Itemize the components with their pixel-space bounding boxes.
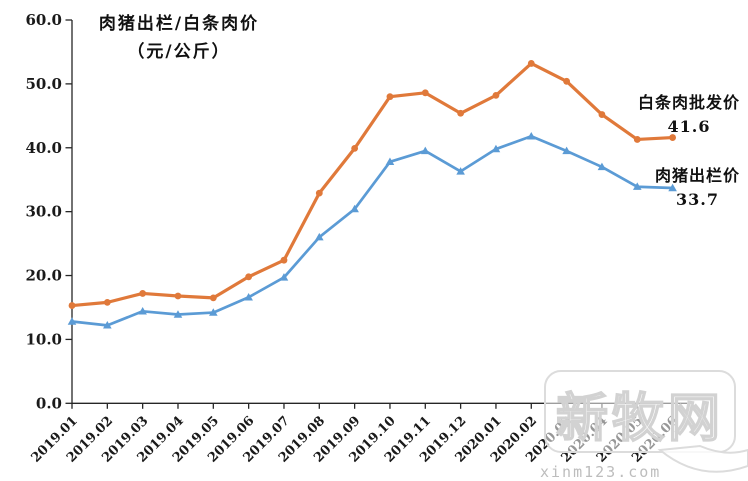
- live-marker: [173, 310, 183, 318]
- live-marker: [668, 183, 677, 192]
- wholesale-marker: [527, 60, 535, 67]
- wholesale-series-label: 白条肉批发价 41.6: [638, 91, 740, 139]
- live-marker: [67, 317, 77, 325]
- watermark-bubble-tail: [657, 444, 748, 473]
- chart-title-line2: （元/公斤）: [127, 42, 231, 62]
- live-marker: [526, 131, 536, 140]
- live-series-label: 肉猪出栏价 33.7: [655, 164, 740, 212]
- live-marker: [420, 146, 430, 155]
- live-marker: [491, 144, 501, 153]
- watermark-site-text: xinm123.com: [540, 463, 661, 481]
- wholesale-marker: [315, 189, 323, 197]
- wholesale-price-line: [70, 61, 675, 308]
- wholesale-marker: [492, 91, 500, 99]
- wholesale-marker: [457, 109, 465, 117]
- live-marker: [562, 146, 571, 155]
- wholesale-marker: [103, 298, 111, 306]
- wholesale-marker: [68, 302, 76, 309]
- live-series-value: 33.7: [676, 190, 719, 209]
- y-tick-label: 20.0: [25, 267, 62, 285]
- wholesale-series-value: 41.6: [667, 117, 711, 136]
- y-tick-label: 30.0: [25, 203, 62, 221]
- chart-title-line1: 肉猪出栏/白条肉价: [98, 14, 260, 34]
- wholesale-marker: [563, 77, 571, 85]
- y-tick-label: 40.0: [25, 139, 62, 157]
- live-marker: [279, 273, 289, 281]
- live-marker: [244, 292, 253, 301]
- live-marker: [456, 167, 465, 175]
- wholesale-marker: [633, 136, 641, 143]
- wholesale-series-name: 白条肉批发价: [637, 93, 740, 112]
- watermark-bubble: [544, 370, 736, 453]
- live-series-name: 肉猪出栏价: [654, 166, 740, 185]
- watermark-brand-text: 新牧网: [556, 388, 724, 449]
- y-tick-label: 60.0: [25, 11, 62, 29]
- live-marker: [385, 157, 395, 166]
- wholesale-marker: [351, 145, 359, 152]
- live-marker: [350, 204, 359, 213]
- live-marker: [597, 162, 607, 171]
- y-tick-label: 10.0: [25, 330, 62, 348]
- y-tick-label: 0.0: [36, 394, 62, 412]
- wholesale-marker: [280, 256, 288, 264]
- live-marker: [315, 232, 324, 241]
- wholesale-marker: [139, 290, 147, 297]
- wholesale-marker: [598, 111, 606, 118]
- watermark: 新牧网 xinm123.com: [540, 370, 748, 481]
- live-marker: [209, 308, 218, 316]
- live-marker: [103, 321, 112, 329]
- live-price-line: [70, 134, 674, 327]
- y-tick-label: 50.0: [25, 75, 62, 93]
- wholesale-marker: [245, 273, 253, 281]
- wholesale-marker: [209, 294, 217, 302]
- wholesale-marker: [669, 134, 676, 141]
- live-marker: [632, 182, 642, 190]
- wholesale-marker: [421, 89, 429, 97]
- wholesale-marker: [386, 93, 394, 101]
- live-marker: [138, 307, 147, 315]
- chart-title: 肉猪出栏/白条肉价 （元/公斤）: [96, 10, 262, 66]
- wholesale-marker: [174, 292, 182, 300]
